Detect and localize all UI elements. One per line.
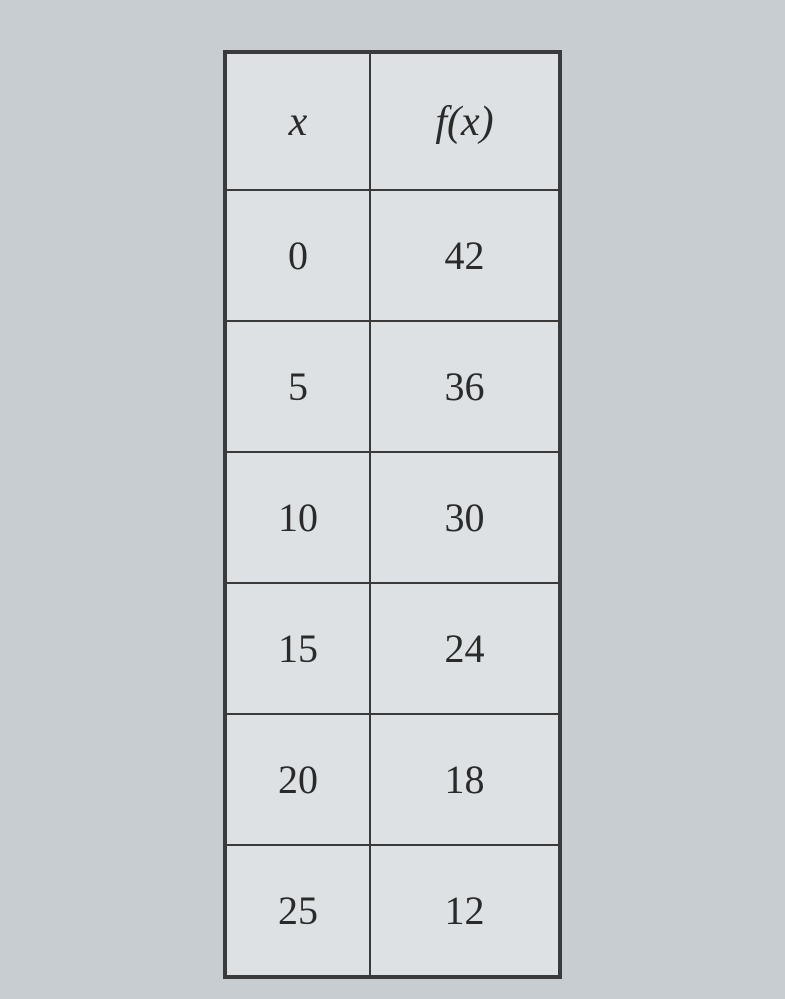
table-row: 25 12: [226, 845, 559, 976]
cell-fx: 36: [370, 321, 559, 452]
cell-x: 0: [226, 190, 370, 321]
cell-x: 25: [226, 845, 370, 976]
table-row: 5 36: [226, 321, 559, 452]
table-row: 20 18: [226, 714, 559, 845]
cell-fx: 12: [370, 845, 559, 976]
cell-fx: 24: [370, 583, 559, 714]
cell-fx: 30: [370, 452, 559, 583]
fx-label: f(x): [435, 99, 493, 145]
cell-x: 5: [226, 321, 370, 452]
cell-fx: 18: [370, 714, 559, 845]
column-header-x: x: [226, 53, 370, 190]
table-row: 15 24: [226, 583, 559, 714]
function-table-container: x f(x) 0 42 5 36 10 30 15 24: [223, 50, 562, 979]
column-header-fx: f(x): [370, 53, 559, 190]
cell-x: 15: [226, 583, 370, 714]
function-table: x f(x) 0 42 5 36 10 30 15 24: [225, 52, 560, 977]
cell-x: 10: [226, 452, 370, 583]
cell-fx: 42: [370, 190, 559, 321]
table-row: 10 30: [226, 452, 559, 583]
table-row: 0 42: [226, 190, 559, 321]
cell-x: 20: [226, 714, 370, 845]
table-header-row: x f(x): [226, 53, 559, 190]
